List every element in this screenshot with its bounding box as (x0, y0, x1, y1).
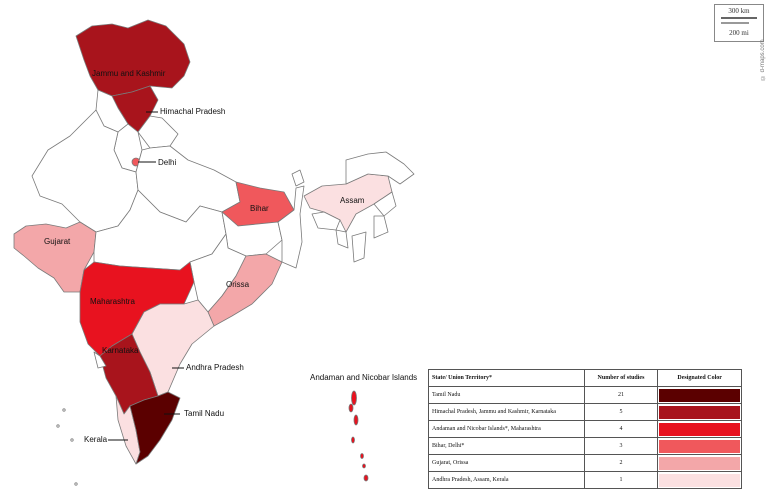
legend-swatch (659, 439, 740, 453)
legend-states: Andaman and Nicobar Islands*, Maharashtr… (428, 420, 585, 438)
legend-row: Bihar, Delhi* 3 (428, 437, 742, 455)
state-mizoram (351, 231, 367, 263)
legend-swatch-cell (657, 454, 742, 472)
state-nagaland (373, 191, 397, 217)
label-bihar: Bihar (250, 204, 269, 213)
legend-swatch-cell (657, 420, 742, 438)
legend-states: Andhra Pradesh, Assam, Kerala (428, 471, 585, 489)
label-delhi: Delhi (158, 158, 177, 167)
legend-count: 5 (583, 403, 659, 421)
state-sikkim (291, 169, 305, 187)
state-orissa (207, 253, 283, 327)
legend-states: Gujarat, Orissa (428, 454, 585, 472)
state-west-bengal (277, 185, 305, 269)
legend-row: Gujarat, Orissa 2 (428, 454, 742, 472)
legend-row: Himachal Pradesh, Jammu and Kashmir, Kar… (428, 403, 742, 421)
label-andaman-nicobar: Andaman and Nicobar Islands (310, 373, 418, 382)
andaman-island (351, 436, 355, 444)
scale-mi-label: 200 mi (729, 29, 749, 37)
legend-count: 21 (583, 386, 659, 404)
state-arunachal-pradesh (345, 151, 415, 185)
scale-km-label: 300 km (728, 7, 750, 15)
legend-count: 3 (583, 437, 659, 455)
scale-mi-bar (721, 22, 749, 24)
legend-row: Andaman and Nicobar Islands*, Maharashtr… (428, 420, 742, 438)
legend-count: 1 (583, 471, 659, 489)
legend-states: Tamil Nadu (428, 386, 585, 404)
map-credit: © d-maps.com (760, 39, 766, 80)
state-jammu-kashmir (75, 19, 191, 97)
label-kerala: Kerala (84, 435, 108, 444)
legend-header-row: State/ Union Territory* Number of studie… (428, 369, 742, 387)
legend-header-count: Number of studies (583, 369, 659, 387)
legend-count: 2 (583, 454, 659, 472)
label-orissa: Orissa (226, 280, 250, 289)
nicobar-island (360, 453, 364, 459)
scale-km-bar (721, 17, 757, 19)
legend-swatch-cell (657, 471, 742, 489)
label-gujarat: Gujarat (44, 237, 71, 246)
legend-header-state: State/ Union Territory* (428, 369, 585, 387)
state-meghalaya (311, 211, 341, 231)
legend-swatch (659, 405, 740, 419)
state-manipur (373, 215, 389, 239)
legend-swatch (659, 388, 740, 402)
legend-swatch-cell (657, 386, 742, 404)
label-karnataka: Karnataka (102, 346, 139, 355)
andaman-island (351, 390, 357, 406)
label-maharashtra: Maharashtra (90, 297, 135, 306)
state-tamil-nadu (129, 391, 181, 465)
legend-row: Andhra Pradesh, Assam, Kerala 1 (428, 471, 742, 489)
andaman-island (348, 403, 354, 413)
andaman-island (353, 414, 359, 426)
label-tamil-nadu: Tamil Nadu (184, 409, 225, 418)
lakshadweep-island (74, 482, 78, 486)
legend-swatch (659, 456, 740, 470)
legend-swatch (659, 422, 740, 436)
label-jammu-kashmir: Jammu and Kashmir (92, 69, 166, 78)
legend-swatch-cell (657, 437, 742, 455)
legend-count: 4 (583, 420, 659, 438)
lakshadweep-island (70, 438, 74, 442)
state-tripura (335, 229, 349, 249)
label-assam: Assam (340, 196, 365, 205)
legend-states: Himachal Pradesh, Jammu and Kashmir, Kar… (428, 403, 585, 421)
legend-row: Tamil Nadu 21 (428, 386, 742, 404)
legend-table: State/ Union Territory* Number of studie… (428, 369, 742, 489)
legend-swatch (659, 473, 740, 487)
lakshadweep-island (56, 424, 60, 428)
label-himachal-pradesh: Himachal Pradesh (160, 107, 226, 116)
nicobar-island (363, 474, 369, 482)
legend-states: Bihar, Delhi* (428, 437, 585, 455)
state-goa (93, 351, 107, 369)
label-andhra-pradesh: Andhra Pradesh (186, 363, 244, 372)
lakshadweep-island (62, 408, 66, 412)
legend-swatch-cell (657, 403, 742, 421)
map-scale: 300 km 200 mi (714, 4, 764, 42)
legend-header-color: Designated Color (657, 369, 742, 387)
nicobar-island (362, 463, 366, 469)
